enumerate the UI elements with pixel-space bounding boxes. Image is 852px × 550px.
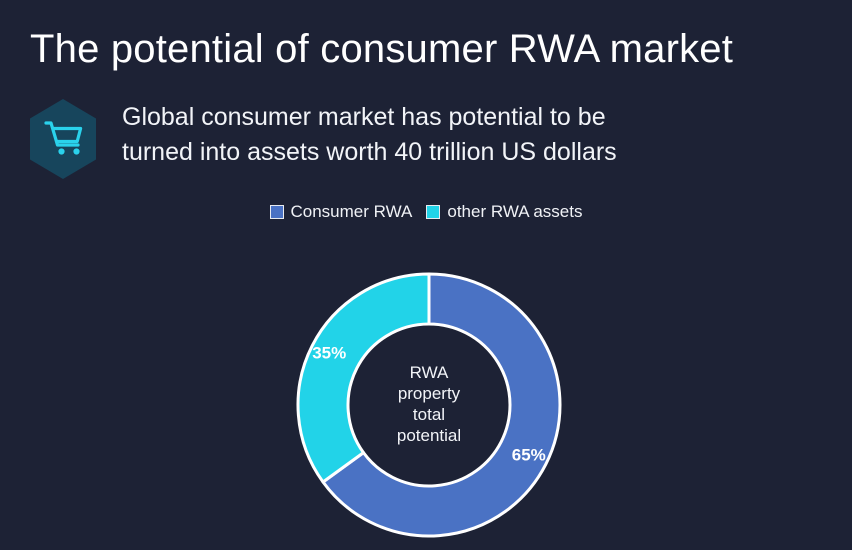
cart-wheels	[58, 148, 80, 155]
donut-value-label-other-rwa-assets: 35%	[312, 344, 346, 363]
legend-item-other-rwa-assets[interactable]: other RWA assets	[426, 202, 583, 221]
legend-swatch-other-rwa-assets	[426, 204, 441, 219]
chart-legend: Consumer RWA other RWA assets	[0, 203, 852, 220]
donut-center-line: property	[398, 384, 461, 403]
donut-slices	[296, 272, 562, 538]
cart-glyph	[44, 121, 83, 147]
donut-slice-consumer-rwa[interactable]	[321, 272, 562, 538]
donut-center-line: RWA	[410, 363, 449, 382]
donut-chart: 65% 35% RWA property total potential	[0, 266, 852, 550]
donut-center-label: RWA property total potential	[397, 363, 461, 445]
legend-swatch-consumer-rwa	[269, 204, 284, 219]
legend-label-consumer-rwa: Consumer RWA	[290, 202, 413, 221]
donut-center-line: potential	[397, 426, 461, 445]
legend-label-other-rwa-assets: other RWA assets	[447, 202, 583, 221]
legend-item-consumer-rwa[interactable]: Consumer RWA	[269, 202, 413, 221]
subtitle-row: Global consumer market has potential to …	[28, 96, 828, 180]
page-title: The potential of consumer RWA market	[30, 27, 734, 71]
donut-slice-other-rwa-assets[interactable]	[296, 272, 431, 484]
donut-center-line: total	[413, 405, 445, 424]
donut-value-label-consumer-rwa: 65%	[512, 445, 546, 464]
hexagon-shape	[30, 99, 96, 179]
shopping-cart-icon	[28, 98, 98, 180]
subtitle-text: Global consumer market has potential to …	[122, 103, 617, 166]
